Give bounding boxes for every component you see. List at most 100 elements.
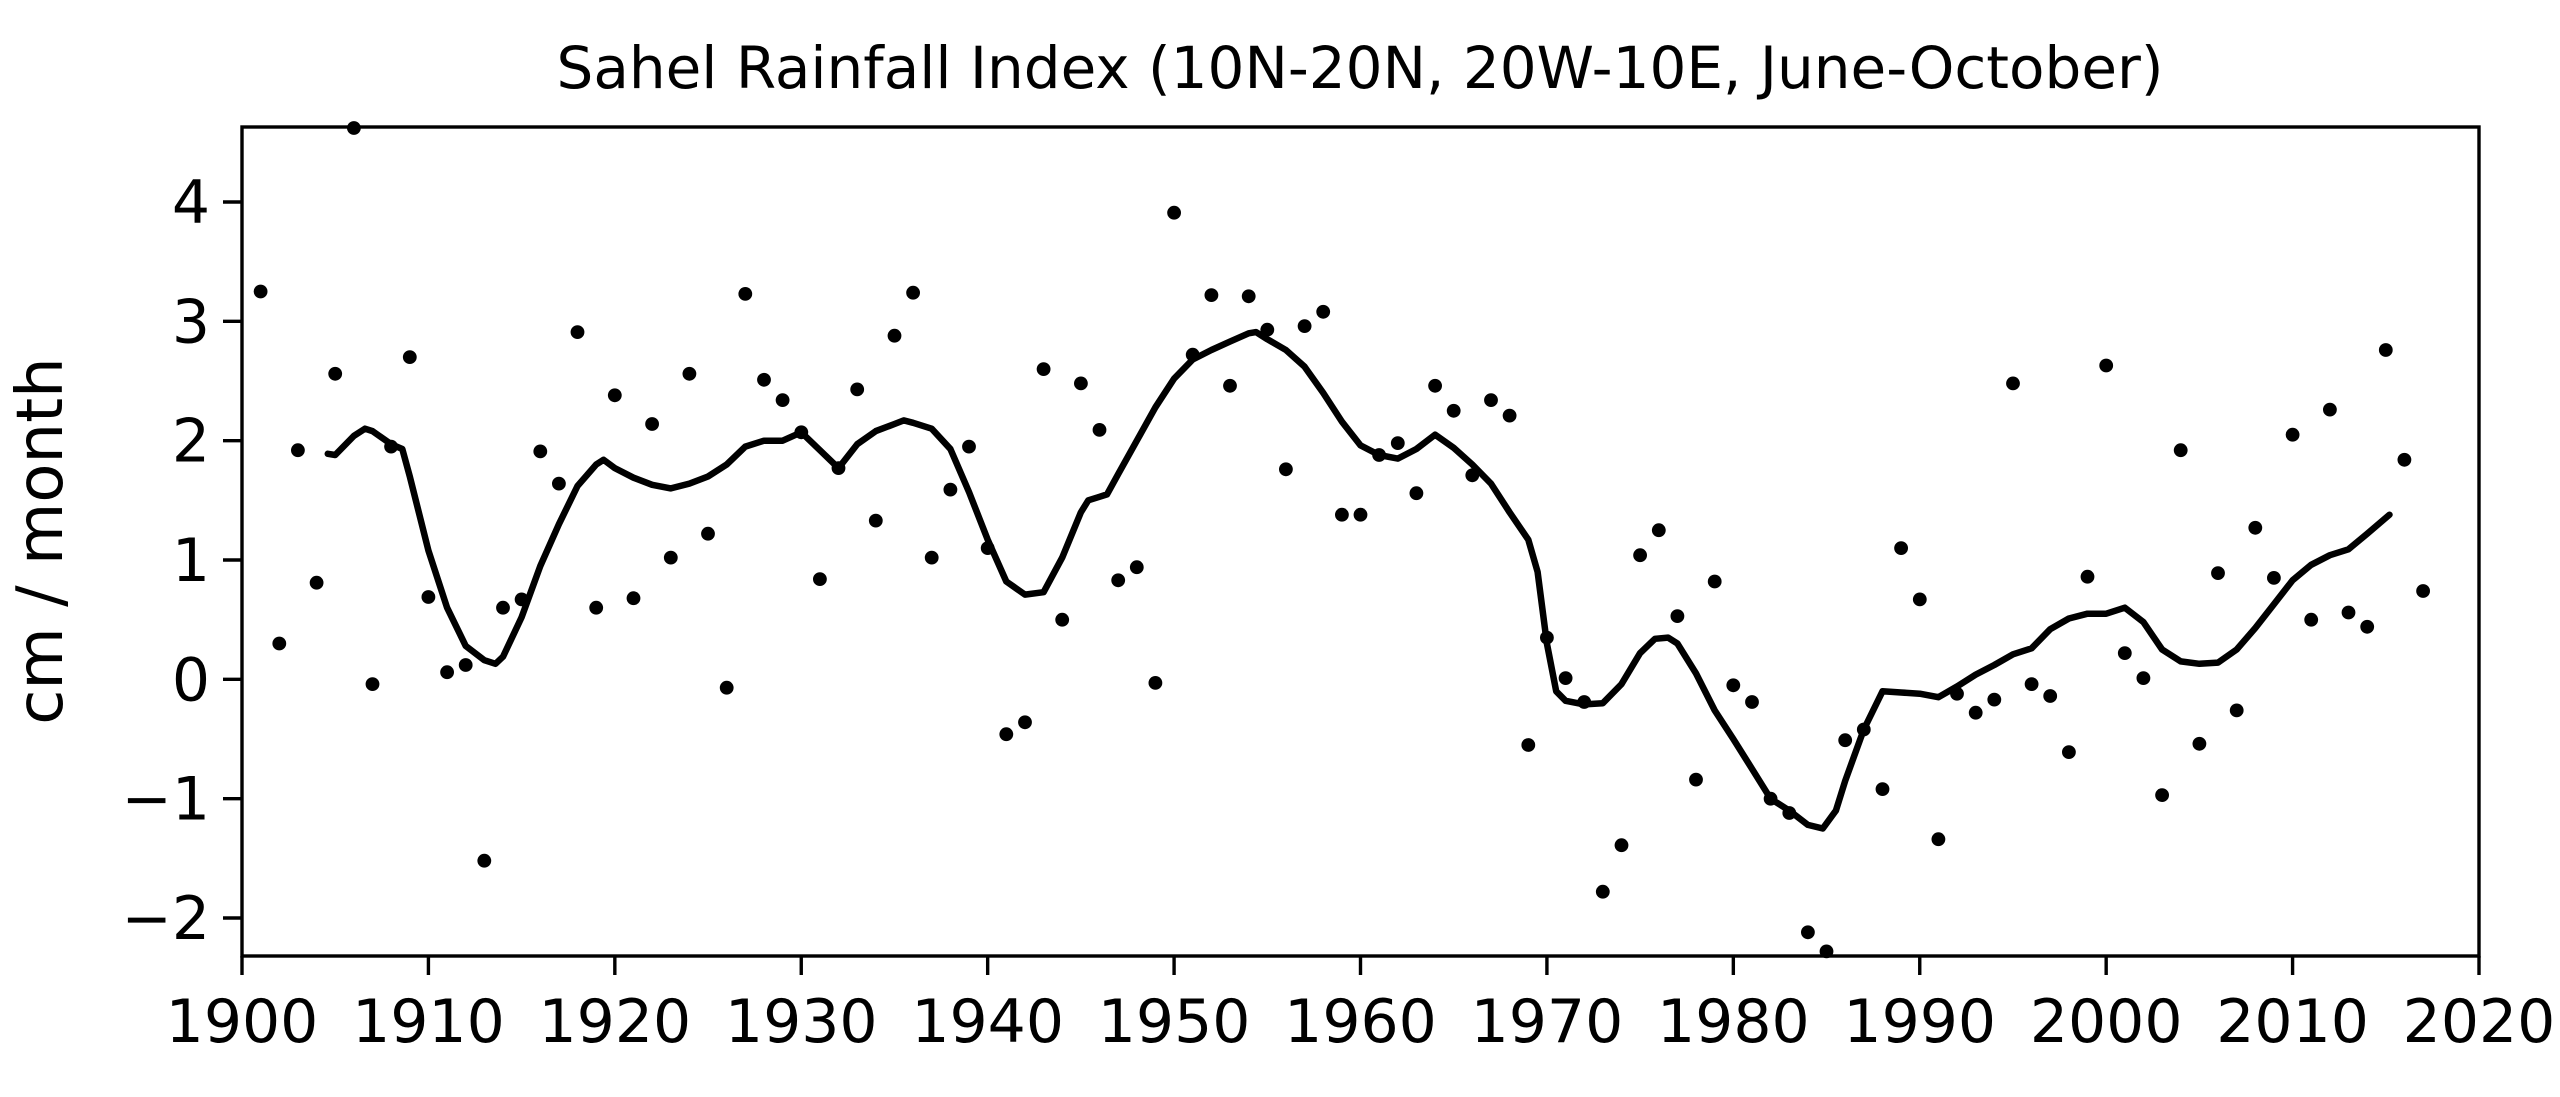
data-point [1595, 884, 1610, 899]
chart-title: Sahel Rainfall Index (10N-20N, 20W-10E, … [557, 34, 2164, 102]
y-tick-label: 2 [172, 407, 210, 477]
data-point [253, 284, 268, 299]
data-point [2248, 520, 2263, 535]
y-tick-label: −1 [122, 765, 210, 835]
data-point [1092, 423, 1107, 437]
x-tick-label: 1910 [352, 987, 505, 1057]
data-point [813, 572, 827, 586]
data-point [775, 393, 790, 407]
data-point [2192, 736, 2207, 751]
data-point [384, 439, 398, 454]
data-point [1390, 436, 1405, 450]
data-point [1801, 925, 1815, 940]
data-point [980, 541, 995, 555]
x-tick-label: 1940 [911, 987, 1064, 1057]
data-point [1577, 695, 1592, 709]
data-point [1465, 468, 1480, 483]
data-point [1838, 733, 1853, 748]
data-point [291, 443, 305, 458]
data-point [2080, 569, 2095, 584]
data-point [1148, 676, 1163, 690]
data-point [2285, 427, 2300, 442]
data-point [1241, 289, 1256, 304]
data-point [1707, 574, 1722, 589]
data-point [2024, 677, 2039, 691]
data-point [496, 600, 510, 615]
data-point [607, 388, 622, 403]
data-point [1260, 322, 1275, 337]
data-point [1409, 486, 1424, 501]
smoothed-line-layer [324, 328, 2393, 832]
data-point [2267, 571, 2281, 585]
data-point [2341, 605, 2356, 620]
data-point [309, 575, 324, 590]
data-point [1353, 507, 1368, 522]
data-point [2323, 402, 2337, 417]
data-point [1428, 378, 1442, 393]
data-point [1856, 722, 1871, 737]
data-point [328, 366, 343, 381]
y-tick-label: 4 [172, 168, 210, 238]
y-tick-label: −2 [122, 884, 210, 954]
data-point [738, 287, 753, 301]
scatter-points-layer [253, 121, 2431, 959]
data-point [2211, 566, 2225, 580]
data-point [2155, 788, 2170, 802]
data-point [1279, 462, 1293, 477]
data-point [850, 382, 865, 397]
data-point [831, 461, 846, 475]
data-point [1521, 738, 1536, 752]
data-point [1950, 686, 1964, 701]
data-point [533, 444, 548, 459]
data-point [570, 325, 585, 339]
x-tick-label: 1980 [1657, 987, 1810, 1057]
data-point [1316, 304, 1331, 319]
data-point [645, 417, 659, 431]
data-point [1745, 695, 1759, 709]
x-tick-label: 2010 [2216, 987, 2369, 1057]
data-point [719, 680, 734, 695]
data-point [794, 425, 809, 440]
data-point [1968, 705, 1983, 720]
x-tick-label: 1970 [1471, 987, 1624, 1057]
y-tick-label: 1 [172, 526, 210, 596]
data-point [1111, 573, 1126, 588]
smoothed-line [324, 328, 2393, 832]
data-point [2043, 689, 2058, 703]
data-point [1446, 403, 1461, 418]
x-tick-label: 1950 [1098, 987, 1251, 1057]
data-point [1335, 507, 1349, 522]
data-point [2099, 358, 2114, 373]
data-point [2229, 703, 2244, 718]
data-point [1651, 523, 1666, 538]
data-point [2360, 619, 2375, 634]
data-point [477, 853, 492, 868]
data-point [2397, 452, 2412, 467]
data-point [1763, 791, 1778, 806]
data-point [962, 439, 976, 454]
data-point [906, 285, 920, 300]
data-point [2006, 376, 2020, 391]
data-point [1372, 448, 1386, 462]
data-point [1912, 592, 1927, 607]
data-point [1502, 408, 1517, 423]
data-point [1036, 362, 1051, 376]
data-point [2378, 343, 2393, 357]
data-point [552, 476, 566, 491]
data-point [440, 665, 454, 680]
data-point [1074, 376, 1088, 391]
x-tick-label: 1920 [538, 987, 691, 1057]
data-point [1540, 630, 1554, 645]
data-point [757, 372, 771, 387]
data-point [458, 658, 473, 672]
data-point [1987, 692, 2002, 707]
data-point [887, 328, 902, 343]
x-axis-ticks: 1900 1910 1920 1930 1940 1950 1960 1970 1980 1990… [166, 956, 2555, 1057]
y-tick-label: 0 [172, 645, 210, 715]
data-point [682, 366, 697, 381]
data-point [1018, 715, 1032, 730]
data-point [2136, 671, 2151, 685]
